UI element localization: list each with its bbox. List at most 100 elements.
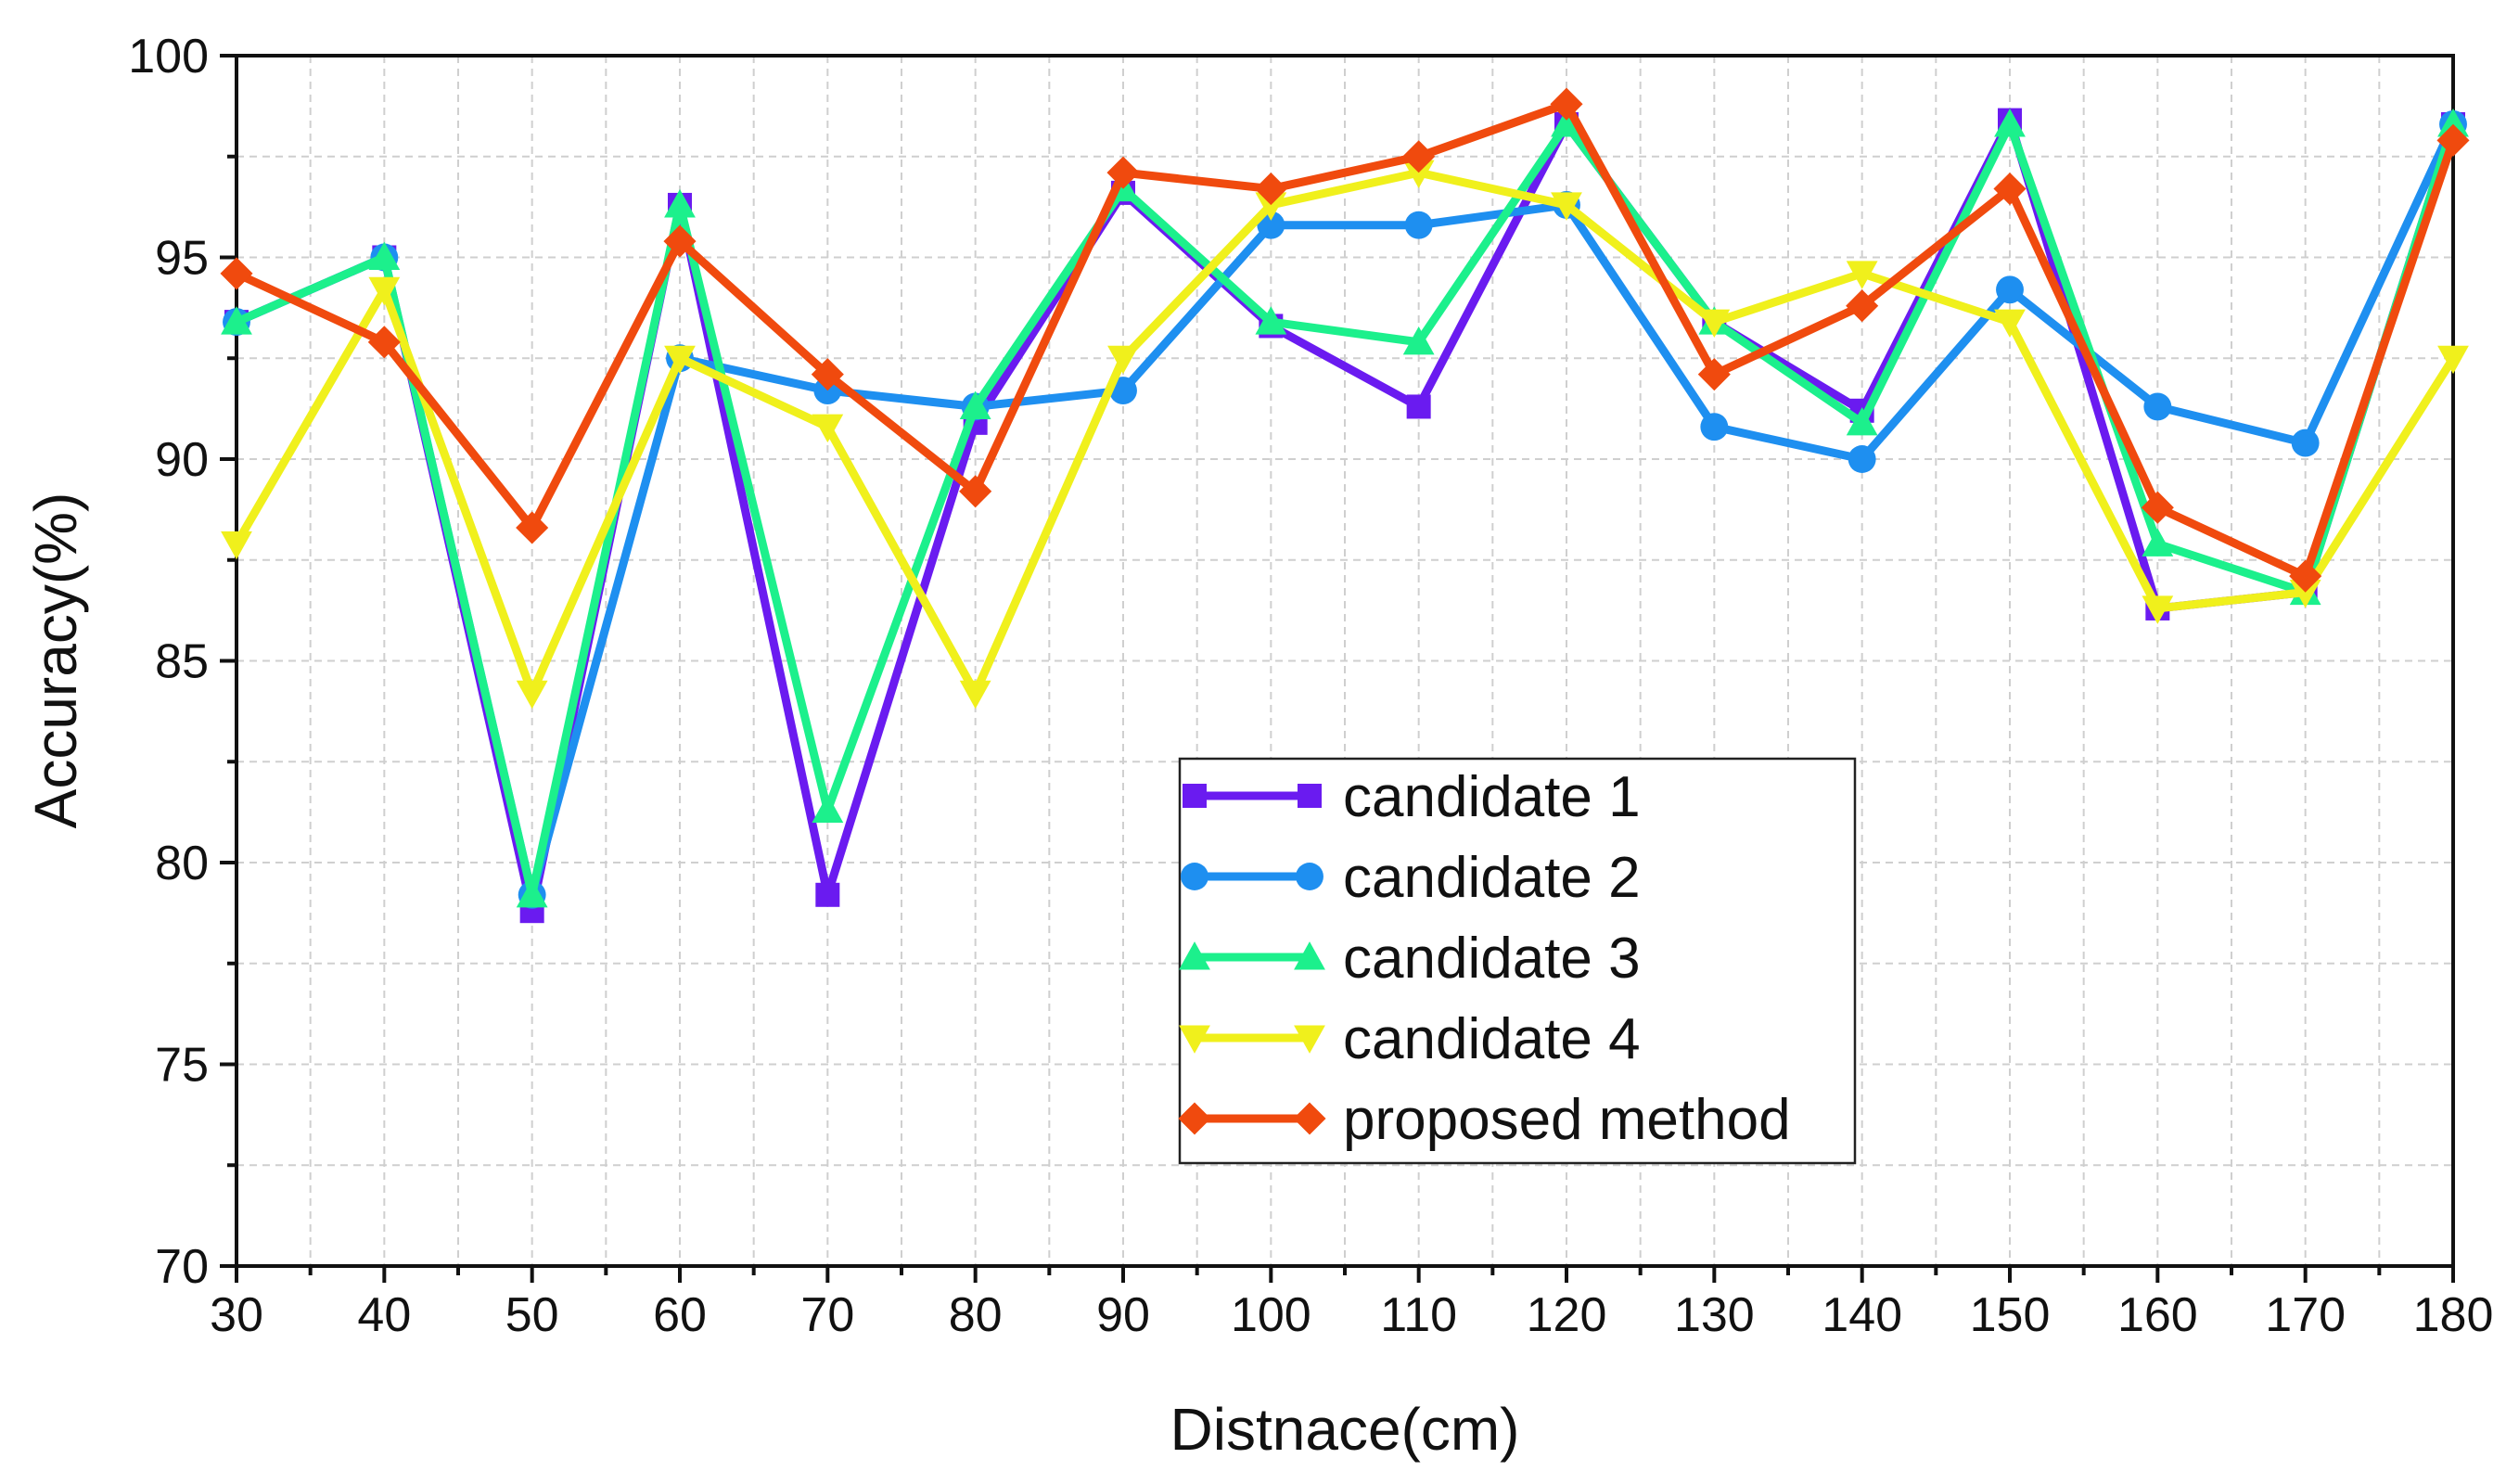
legend-label: proposed method (1343, 1088, 1791, 1152)
data-point (1402, 326, 1435, 355)
data-point (368, 276, 401, 306)
data-point (2291, 429, 2320, 457)
data-point (663, 224, 697, 258)
data-point (1402, 160, 1435, 189)
data-point (959, 390, 991, 419)
data-point (812, 414, 844, 443)
y-tick-label: 95 (155, 232, 209, 286)
data-point (812, 794, 844, 823)
data-point (2142, 595, 2174, 624)
x-tick-label: 180 (2413, 1288, 2494, 1342)
data-point (2437, 345, 2469, 375)
x-axis-tick-labels: 30 40 50 60 70 80 90 100 110 120 130 140 150 160 170 18… (210, 1288, 2493, 1342)
legend-item: candidate 2 (1181, 846, 1641, 910)
legend-marker-start (1178, 1102, 1211, 1135)
legend-label: candidate 3 (1343, 927, 1641, 991)
legend-item: candidate 4 (1179, 1007, 1641, 1071)
data-point (1994, 309, 2026, 338)
data-point (368, 241, 401, 271)
data-point (2436, 123, 2470, 157)
data-point (1993, 173, 2027, 206)
data-point (367, 326, 401, 359)
data-point (1846, 289, 1879, 323)
data-point (221, 306, 252, 335)
data-point (1848, 445, 1876, 473)
data-point (221, 531, 252, 560)
x-tick-label: 110 (1380, 1288, 1457, 1342)
legend-marker-start (1179, 1025, 1210, 1054)
x-tick-label: 80 (949, 1288, 1003, 1342)
legend-marker-end (1294, 1025, 1325, 1054)
legend-marker-end (1296, 863, 1323, 890)
data-point (1404, 211, 1433, 239)
legend-marker-start (1181, 863, 1208, 890)
x-tick-label: 160 (2117, 1288, 2198, 1342)
data-point (1107, 345, 1139, 375)
data-point (815, 882, 840, 907)
data-point (1698, 309, 1731, 338)
series-line (235, 120, 2458, 900)
data-point (1106, 156, 1140, 189)
x-tick-label: 70 (800, 1288, 854, 1342)
legend-item: proposed method (1178, 1088, 1791, 1152)
legend-marker-start (1179, 941, 1210, 970)
data-point (1846, 406, 1878, 436)
data-point (1994, 109, 2026, 137)
x-tick-label: 120 (1527, 1288, 1607, 1342)
data-point (959, 680, 991, 710)
data-point (1257, 211, 1285, 239)
series-layer (220, 87, 2470, 924)
data-point (811, 358, 844, 391)
data-point (1254, 173, 1287, 206)
x-tick-label: 50 (505, 1288, 559, 1342)
grid-lines (237, 56, 2453, 1266)
data-point (1550, 87, 1583, 121)
legend-marker-end (1293, 1102, 1326, 1135)
data-point (1406, 394, 1431, 419)
data-point (516, 511, 549, 544)
data-point (1846, 261, 1878, 289)
series-4 (221, 160, 2469, 710)
legend-marker-start (1183, 784, 1207, 808)
y-tick-label: 80 (155, 837, 209, 890)
series-line (233, 168, 2457, 697)
legend-marker-end (1294, 941, 1325, 970)
data-point (1402, 140, 1436, 173)
data-point (2437, 109, 2469, 137)
legend-item: candidate 3 (1179, 927, 1641, 991)
y-tick-label: 85 (155, 635, 209, 689)
y-tick-label: 70 (155, 1240, 209, 1294)
data-point (2289, 559, 2322, 593)
y-tick-label: 90 (155, 433, 209, 487)
data-point (959, 475, 992, 508)
x-tick-label: 100 (1231, 1288, 1311, 1342)
legend-label: candidate 4 (1343, 1007, 1641, 1071)
legend-label: candidate 1 (1343, 765, 1641, 829)
series-5 (220, 87, 2470, 593)
legend: candidate 1 candidate 2 candidate 3 candida… (1178, 757, 1857, 1165)
y-tick-label: 100 (128, 30, 209, 83)
data-point (1255, 306, 1287, 335)
y-axis-title: Accuracy(%) (22, 493, 89, 829)
data-point (664, 189, 696, 218)
data-point (1551, 109, 1582, 137)
x-axis-title: Distnace(cm) (1170, 1396, 1520, 1463)
x-tick-label: 150 (1970, 1288, 2051, 1342)
x-tick-label: 140 (1822, 1288, 1902, 1342)
legend-marker-end (1298, 784, 1322, 808)
x-tick-label: 60 (653, 1288, 707, 1342)
series-line (235, 99, 2458, 581)
y-tick-label: 75 (155, 1039, 209, 1093)
data-point (1697, 358, 1731, 391)
x-tick-label: 40 (357, 1288, 411, 1342)
data-point (664, 345, 696, 375)
data-point (2141, 491, 2174, 524)
data-point (1551, 192, 1582, 221)
data-point (1996, 275, 2024, 304)
axis-ticks (220, 54, 2455, 1283)
x-tick-label: 90 (1096, 1288, 1150, 1342)
legend-label: candidate 2 (1343, 846, 1641, 910)
legend-item: candidate 1 (1183, 765, 1641, 829)
data-point (1700, 413, 1729, 441)
